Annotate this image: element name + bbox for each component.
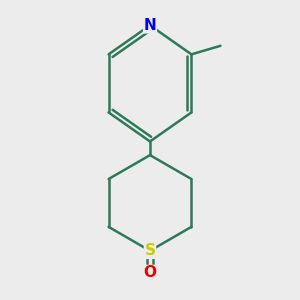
Text: N: N	[144, 18, 156, 33]
Text: O: O	[143, 266, 157, 280]
Text: S: S	[145, 243, 155, 258]
